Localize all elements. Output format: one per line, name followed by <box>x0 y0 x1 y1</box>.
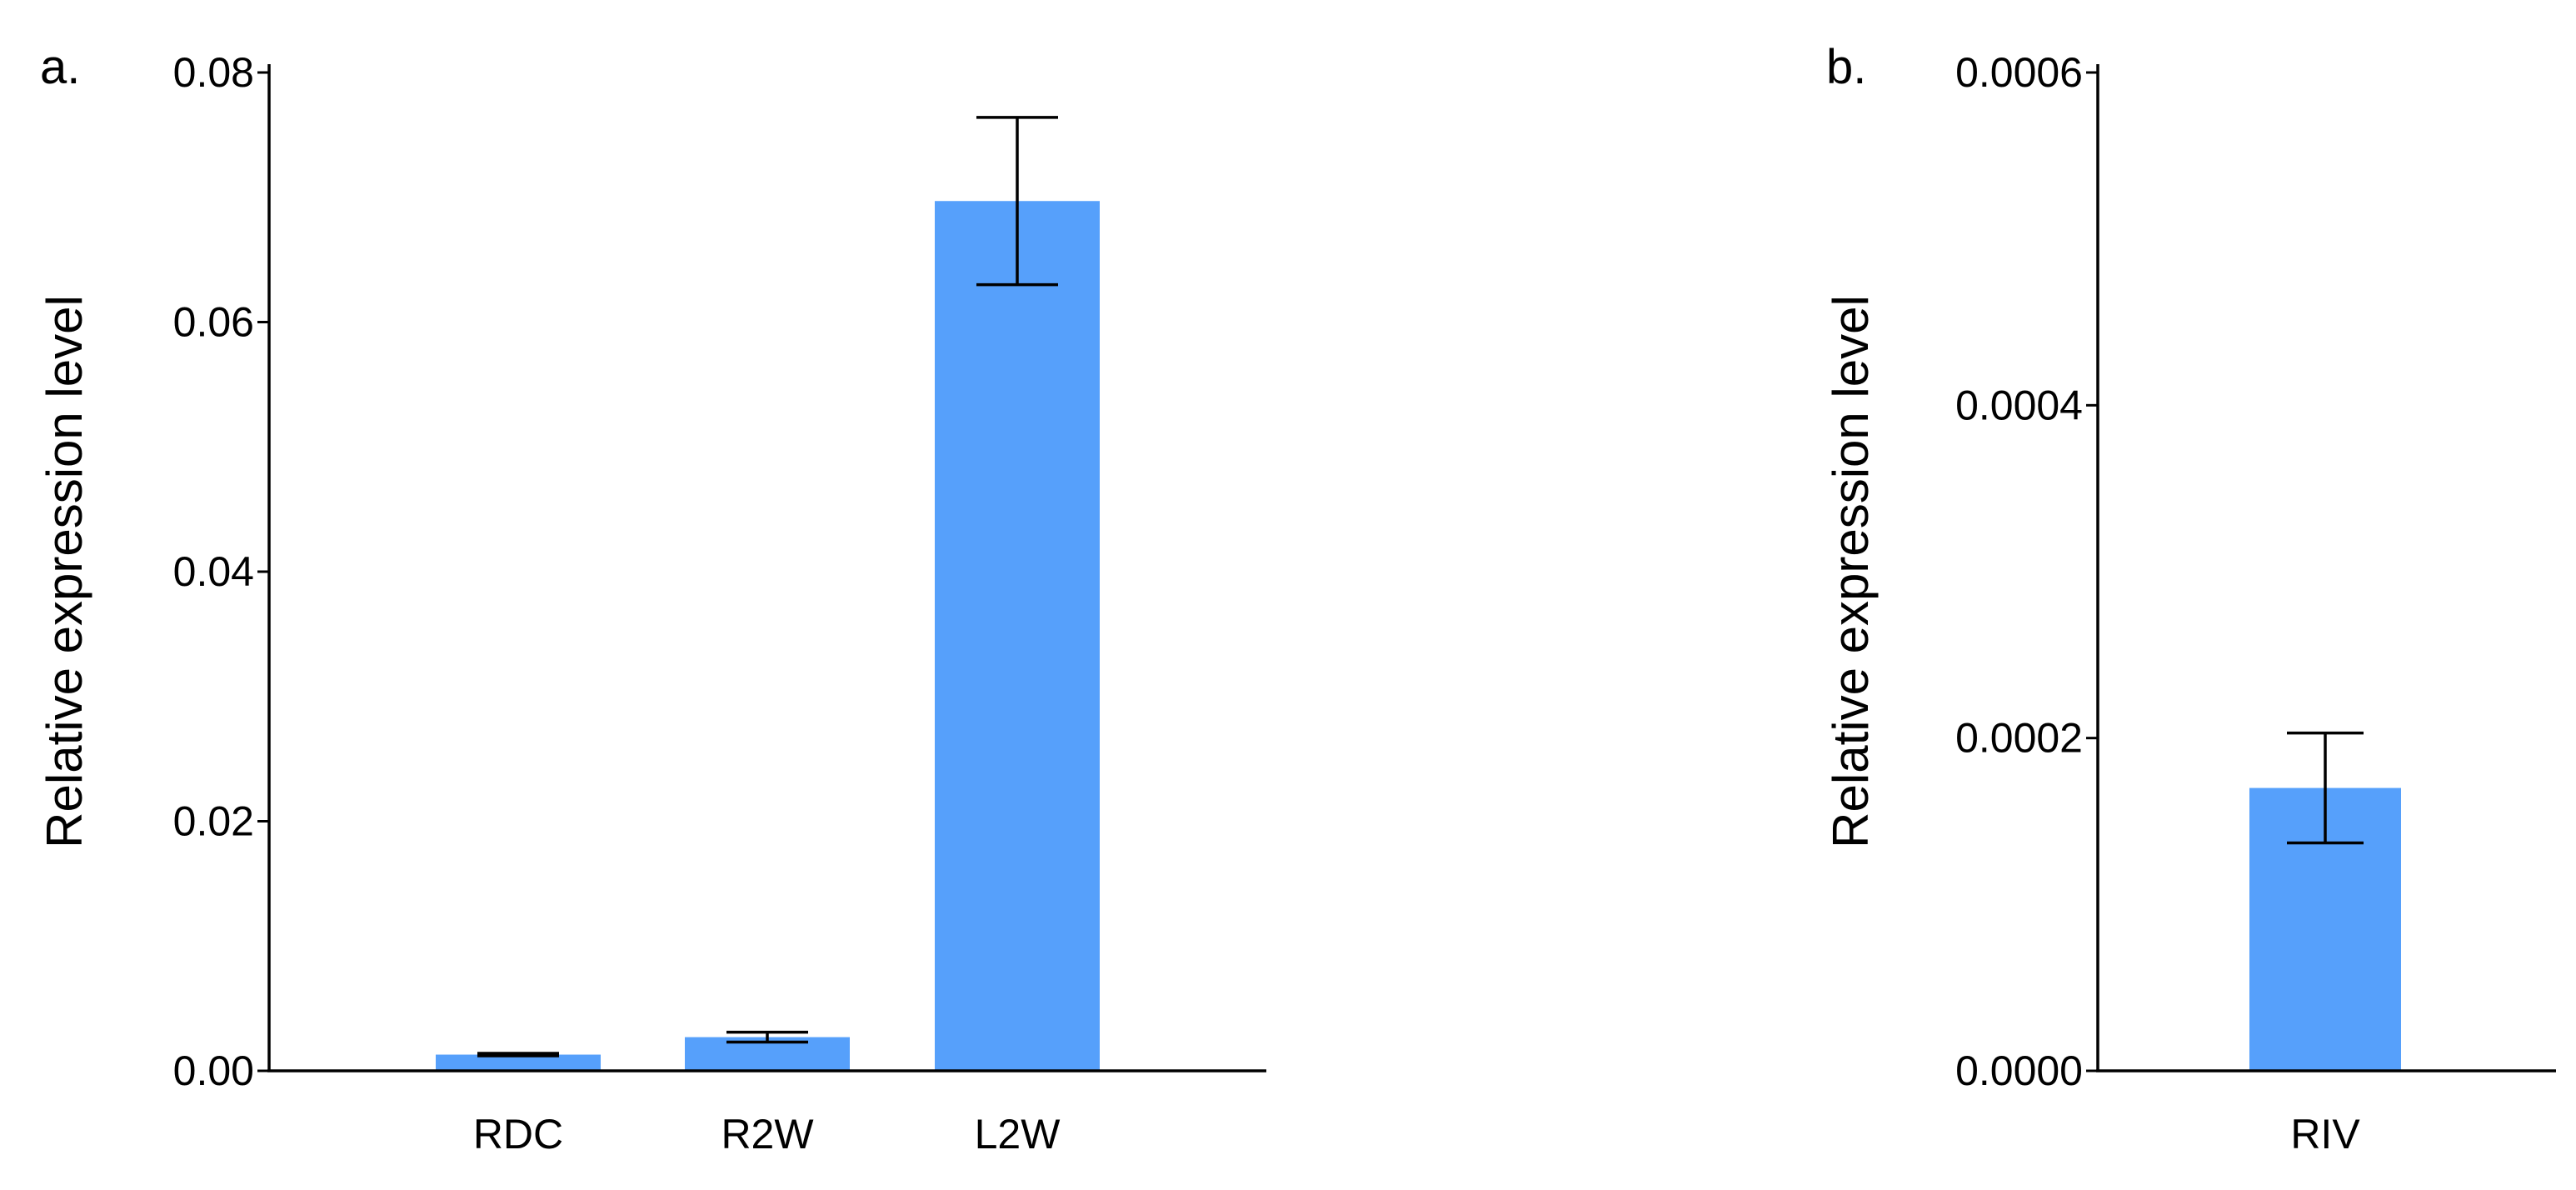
y-tick-label: 0.02 <box>173 798 254 845</box>
category-labels-b: RIV <box>2290 1111 2360 1158</box>
bars-a <box>436 201 1100 1072</box>
y-axis-title-a: Relative expression level <box>37 295 92 848</box>
y-tick-label: 0.04 <box>173 548 254 595</box>
y-tick-label: 0.0006 <box>1955 49 2083 96</box>
y-tick-label: 0.0002 <box>1955 715 2083 762</box>
panel-label-b: b. <box>1826 40 1866 94</box>
panel-b: b. Relative expression level 0.00000.000… <box>1823 40 2556 1158</box>
error-bars-b <box>2287 731 2364 845</box>
category-label: RDC <box>473 1111 563 1158</box>
axes-a <box>267 64 1266 1072</box>
bar-l2w <box>935 201 1100 1072</box>
y-tick-label: 0.0004 <box>1955 382 2083 428</box>
y-tick-label: 0.08 <box>173 49 254 96</box>
y-tick-labels-b: 0.0000 0.0002 0.0004 0.0006 <box>1955 49 2098 1094</box>
category-label: RIV <box>2290 1111 2360 1158</box>
panel-label-a: a. <box>40 40 80 94</box>
y-tick-labels-a: 0.00 0.02 0.04 0.06 0.08 <box>173 49 269 1094</box>
y-tick-label: 0.0000 <box>1955 1048 2083 1094</box>
error-bars-a <box>477 116 1058 1058</box>
axes-b <box>2096 64 2556 1072</box>
y-axis-title-b: Relative expression level <box>1823 295 1879 848</box>
category-labels-a: RDC R2W L2W <box>473 1111 1061 1158</box>
panel-a: a. Relative expression level 0.000.020.0… <box>37 40 1266 1158</box>
y-tick-label: 0.00 <box>173 1048 254 1094</box>
category-label: R2W <box>721 1111 814 1158</box>
category-label: L2W <box>975 1111 1061 1158</box>
bar-rdc <box>436 1054 601 1071</box>
y-tick-label: 0.06 <box>173 299 254 346</box>
